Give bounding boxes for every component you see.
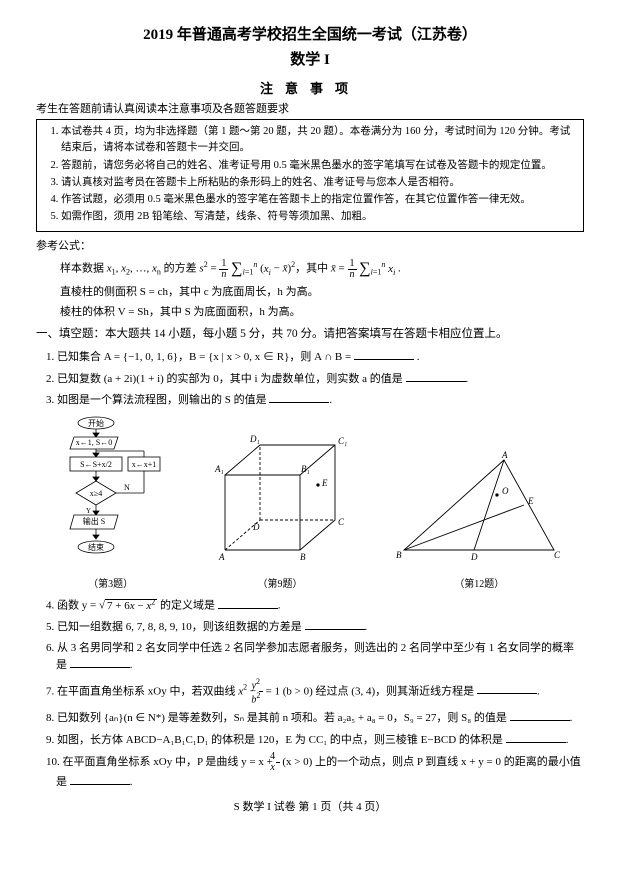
question-9: 9. 如图，长方体 ABCD−A₁B₁C₁D₁ 的体积是 120，E 为 CC₁…	[46, 731, 584, 749]
svg-text:S←S+x/2: S←S+x/2	[80, 460, 112, 469]
svg-text:E: E	[321, 478, 328, 488]
flowchart-figure: 开始 x←1, S←0 S←S+x/2 x←x+1 x≥4 N Y 输出 S	[56, 415, 166, 592]
svg-text:输出 S: 输出 S	[82, 516, 104, 526]
notice-heading: 注意事项	[36, 79, 584, 99]
svg-text:开始: 开始	[88, 418, 104, 428]
notice-item: 请认真核对监考员在答题卡上所粘贴的条形码上的姓名、准考证号与您本人是否相符。	[61, 175, 577, 191]
cube-figure: A B C D A₁ B₁ C₁ D₁ E （第9题）	[205, 430, 355, 592]
answer-blank	[305, 618, 365, 630]
answer-blank	[354, 348, 414, 360]
question-4: 4. 函数 y = √7 + 6x − x2 的定义域是 .	[46, 596, 584, 614]
svg-text:x≥4: x≥4	[89, 489, 101, 498]
svg-text:C: C	[554, 550, 561, 560]
notice-box: 本试卷共 4 页，均为非选择题（第 1 题～第 20 题，共 20 题）。本卷满…	[36, 119, 584, 232]
answer-blank	[70, 656, 130, 668]
svg-text:O: O	[502, 486, 509, 496]
section-heading: 一、填空题：本大题共 14 小题，每小题 5 分，共 70 分。请把答案填写在答…	[36, 326, 584, 343]
svg-text:Y: Y	[86, 507, 91, 515]
svg-text:结束: 结束	[88, 542, 104, 552]
formula-heading: 参考公式：	[36, 238, 584, 255]
page-footer: S 数学 I 试卷 第 1 页（共 4 页）	[36, 799, 584, 816]
answer-blank	[218, 597, 278, 609]
question-7: 7. 在平面直角坐标系 xOy 中，若双曲线 x2 − y2b2 = 1 (b …	[46, 678, 584, 706]
question-5: 5. 已知一组数据 6, 7, 8, 8, 9, 10，则该组数据的方差是 .	[46, 618, 584, 636]
figure-caption: （第3题）	[56, 577, 166, 592]
question-1: 1. 已知集合 A = {−1, 0, 1, 6}，B = {x | x > 0…	[46, 348, 584, 366]
answer-blank	[510, 709, 570, 721]
page-title: 2019 年普通高考学校招生全国统一考试（江苏卷）	[36, 24, 584, 47]
svg-text:B: B	[300, 552, 306, 562]
formula-lateral: 直棱柱的侧面积 S = ch，其中 c 为底面周长，h 为高。	[60, 284, 584, 301]
notice-item: 本试卷共 4 页，均为非选择题（第 1 题～第 20 题，共 20 题）。本卷满…	[61, 124, 577, 157]
answer-blank	[506, 731, 566, 743]
question-6: 6. 从 3 名男同学和 2 名女同学中任选 2 名同学参加志愿者服务，则选出的…	[46, 640, 584, 674]
question-10: 10. 在平面直角坐标系 xOy 中，P 是曲线 y = x + 4x (x >…	[46, 752, 584, 791]
formula-volume: 棱柱的体积 V = Sh，其中 S 为底面面积，h 为高。	[60, 304, 584, 321]
figure-caption: （第9题）	[205, 577, 355, 592]
question-2: 2. 已知复数 (a + 2i)(1 + i) 的实部为 0，其中 i 为虚数单…	[46, 370, 584, 388]
answer-blank	[477, 682, 537, 694]
answer-blank	[70, 773, 130, 785]
instruction-head: 考生在答题前请认真阅读本注意事项及各题答题要求	[36, 101, 584, 118]
question-3: 3. 如图是一个算法流程图，则输出的 S 的值是 .	[46, 391, 584, 409]
svg-text:D: D	[470, 552, 478, 562]
answer-blank	[406, 370, 466, 382]
answer-blank	[269, 391, 329, 403]
svg-text:x←1, S←0: x←1, S←0	[75, 438, 111, 447]
svg-text:D: D	[252, 522, 260, 532]
svg-text:B₁: B₁	[301, 464, 310, 474]
svg-text:N: N	[124, 483, 130, 492]
question-8: 8. 已知数列 {aₙ}(n ∈ N*) 是等差数列，Sₙ 是其前 n 项和。若…	[46, 709, 584, 727]
svg-text:E: E	[527, 496, 534, 506]
page-subtitle: 数学 I	[36, 49, 584, 72]
svg-text:C: C	[338, 517, 345, 527]
svg-text:A₁: A₁	[214, 464, 224, 474]
figure-row: 开始 x←1, S←0 S←S+x/2 x←x+1 x≥4 N Y 输出 S	[36, 415, 584, 592]
notice-item: 如需作图，须用 2B 铅笔绘、写清楚，线条、符号等须加黑、加粗。	[61, 209, 577, 225]
notice-item: 答题前，请您务必将自己的姓名、准考证号用 0.5 毫米黑色墨水的签字笔填写在试卷…	[61, 158, 577, 174]
notice-item: 作答试题，必须用 0.5 毫米黑色墨水的签字笔在答题卡上的指定位置作答，在其它位…	[61, 192, 577, 208]
svg-text:D₁: D₁	[249, 434, 260, 444]
triangle-figure: A B C D E O （第12题）	[394, 450, 564, 592]
svg-text:C₁: C₁	[338, 436, 347, 446]
figure-caption: （第12题）	[394, 577, 564, 592]
svg-text:A: A	[218, 552, 225, 562]
svg-text:A: A	[501, 450, 508, 460]
formula-variance: 样本数据 x1, x2, …, xn 的方差 s2 = 1n ∑i=1n (xi…	[60, 257, 584, 281]
svg-text:B: B	[396, 550, 402, 560]
svg-text:x←x+1: x←x+1	[131, 460, 156, 469]
